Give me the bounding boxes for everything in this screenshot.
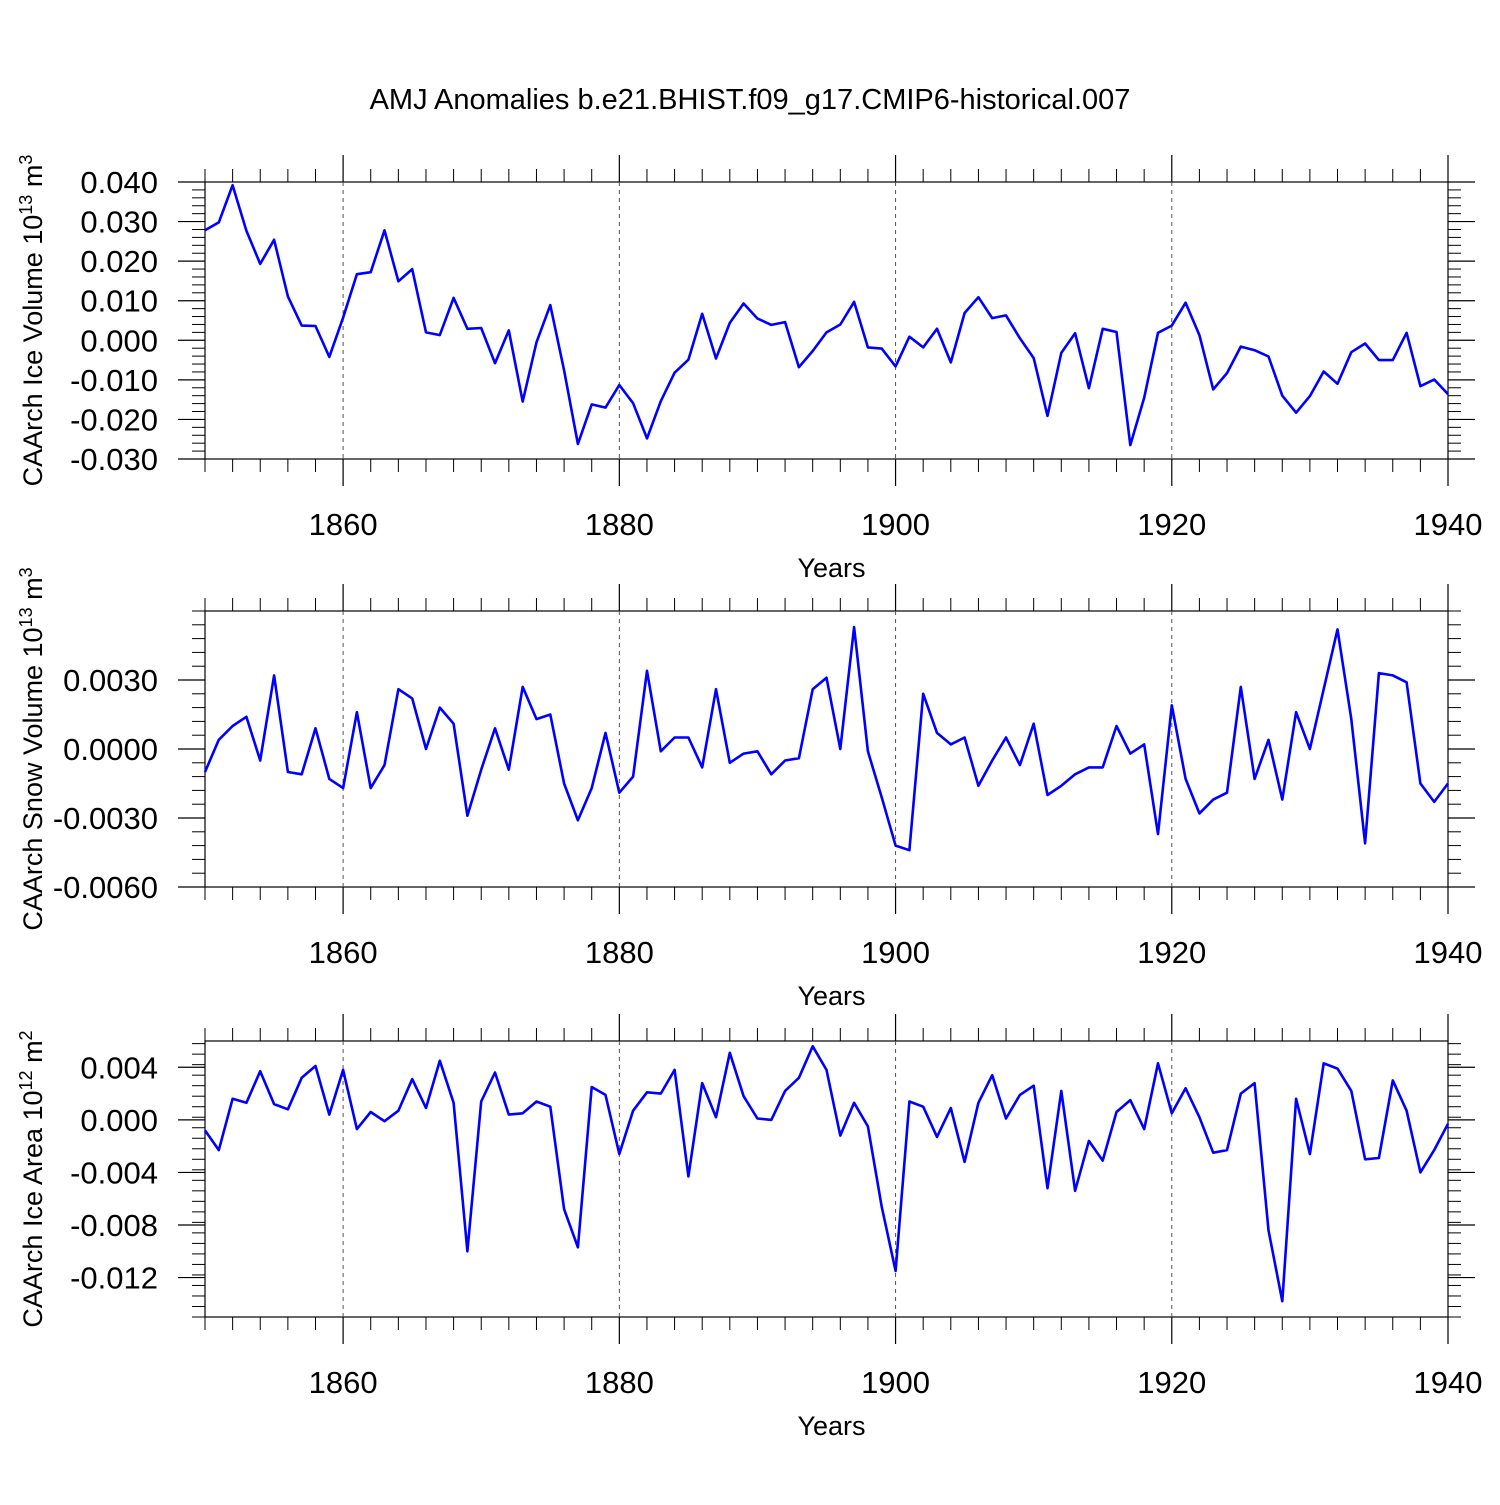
panel-2-y-tick-label: 0.0000 bbox=[63, 732, 158, 767]
panel-3-x-axis-label: Years bbox=[797, 1411, 865, 1441]
panel-1-x-tick-label-1900: 1900 bbox=[861, 507, 930, 542]
panel-1-y-tick-label: 0.040 bbox=[80, 165, 158, 200]
panel-2-x-tick-label-1860: 1860 bbox=[309, 935, 378, 970]
panel-2-y-tick-label: 0.0030 bbox=[63, 663, 158, 698]
panel-1-y-tick-label: -0.030 bbox=[70, 442, 158, 477]
panel-1-x-tick-label-1920: 1920 bbox=[1137, 507, 1206, 542]
panel-1-y-tick-label: 0.020 bbox=[80, 244, 158, 279]
panel-1-y-tick-label: 0.000 bbox=[80, 323, 158, 358]
panel-2-y-axis-label: CAArch Snow Volume 1013 m3 bbox=[16, 567, 48, 930]
panel-2-series-line bbox=[203, 625, 1450, 852]
panel-3-y-tick-label: -0.008 bbox=[70, 1208, 158, 1243]
panel-1-x-tick-label-1880: 1880 bbox=[585, 507, 654, 542]
panel-2-x-tick-label-1900: 1900 bbox=[861, 935, 930, 970]
panel-2-x-tick-label-1920: 1920 bbox=[1137, 935, 1206, 970]
panel-1-x-tick-label-1860: 1860 bbox=[309, 507, 378, 542]
panel-1-y-tick-label: 0.010 bbox=[80, 284, 158, 319]
panel-1-series-line bbox=[204, 183, 1449, 447]
panel-1-y-tick-label: -0.010 bbox=[70, 363, 158, 398]
panel-3-x-tick-label-1860: 1860 bbox=[309, 1365, 378, 1400]
panel-2-x-tick-label-1940: 1940 bbox=[1414, 935, 1483, 970]
panel-1-frame bbox=[204, 181, 1449, 460]
panel-3-x-tick-label-1940: 1940 bbox=[1414, 1365, 1483, 1400]
panel-1-x-axis-label: Years bbox=[797, 553, 865, 583]
panel-3-frame bbox=[204, 1040, 1449, 1318]
panel-3-y-tick-label: -0.004 bbox=[70, 1155, 158, 1190]
panel-2-x-axis-label: Years bbox=[797, 981, 865, 1011]
panel-2-frame bbox=[204, 610, 1449, 888]
panel-1-y-axis-label: CAArch Ice Volume 1013 m3 bbox=[16, 155, 48, 487]
panel-3-x-tick-label-1880: 1880 bbox=[585, 1365, 654, 1400]
panel-2-y-tick-label: -0.0060 bbox=[53, 870, 158, 905]
panel-2-y-tick-label: -0.0030 bbox=[53, 801, 158, 836]
panel-2-x-tick-label-1880: 1880 bbox=[585, 935, 654, 970]
panel-3-y-tick-label: 0.000 bbox=[80, 1103, 158, 1138]
panel-1-y-tick-label: -0.020 bbox=[70, 402, 158, 437]
figure-title: AMJ Anomalies b.e21.BHIST.f09_g17.CMIP6-… bbox=[369, 84, 1131, 116]
panel-3-y-tick-label: 0.004 bbox=[80, 1050, 158, 1085]
panel-3-series-line bbox=[203, 1045, 1450, 1303]
panel-1-x-tick-label-1940: 1940 bbox=[1414, 507, 1483, 542]
panel-1-y-tick-label: 0.030 bbox=[80, 205, 158, 240]
panel-3-y-tick-label: -0.012 bbox=[70, 1261, 158, 1296]
panel-3-x-tick-label-1920: 1920 bbox=[1137, 1365, 1206, 1400]
panel-3-y-axis-label: CAArch Ice Area 1012 m2 bbox=[16, 1030, 48, 1327]
panel-3-x-tick-label-1900: 1900 bbox=[861, 1365, 930, 1400]
